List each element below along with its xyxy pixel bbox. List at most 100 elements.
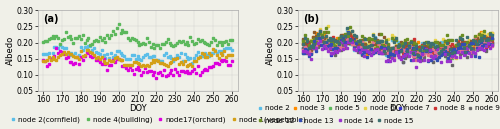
node 10 [316,33,322,34]
node 1(vegetable) [40,60,46,62]
node 9 [489,43,495,45]
node 9 [344,37,349,39]
node 7 [416,48,422,50]
node 4(building) [176,40,182,42]
node 5 [349,40,355,41]
Line: node 11: node 11 [302,36,493,61]
Text: (b): (b) [304,14,320,24]
node 6 [489,33,495,34]
node 2(cornfield) [54,47,60,48]
node 7 [434,48,440,49]
node 10 [444,48,450,49]
node 6 [416,50,422,52]
node 11 [300,49,306,51]
node 11 [314,45,320,47]
node 14 [348,40,354,42]
node 7 [400,61,406,62]
node17(orchard) [40,59,46,61]
node 15 [349,30,355,32]
node 10 [434,46,440,48]
node 1(vegetable) [138,66,144,67]
node 4(building) [40,41,46,43]
Line: node 12: node 12 [302,26,493,53]
node 3 [387,51,393,52]
node 2 [314,47,320,49]
node 6 [444,43,450,44]
node 2 [417,50,423,52]
node 8 [489,41,495,43]
node 2 [349,40,355,42]
node17(orchard) [56,52,62,54]
node 9 [349,40,355,41]
node17(orchard) [229,60,235,62]
node17(orchard) [89,56,95,58]
node 15 [300,43,306,45]
node17(orchard) [129,69,135,71]
node 12 [314,41,320,43]
node 10 [349,39,355,41]
node 14 [417,60,423,62]
node 3 [417,54,423,56]
node 9 [389,53,395,54]
node 2 [416,58,422,59]
node 11 [349,43,355,45]
node 3 [348,34,354,36]
Line: node 4(building): node 4(building) [42,23,233,49]
node 8 [436,42,442,44]
X-axis label: DOY: DOY [128,104,146,113]
node 8 [446,41,452,42]
node 4(building) [156,44,162,46]
node 6 [349,36,355,38]
node 5 [489,44,495,46]
node 11 [417,52,423,54]
node 11 [414,59,420,61]
Line: node 3: node 3 [302,31,493,56]
node 5 [444,57,450,59]
node 15 [314,38,320,39]
node 14 [489,44,495,46]
node 15 [416,54,422,56]
node 2(cornfield) [189,62,195,63]
node 15 [489,34,495,35]
Line: node 6: node 6 [302,25,493,59]
Y-axis label: Albedo: Albedo [266,36,275,65]
node 13 [349,40,355,42]
node 7 [314,37,320,39]
Line: node 10: node 10 [302,31,493,55]
node 6 [324,26,330,27]
node 7 [348,41,354,42]
node 13 [346,31,352,33]
node 2 [489,41,495,42]
node 3 [314,32,320,33]
node 9 [314,42,320,43]
node 13 [489,37,495,39]
node 8 [317,30,323,31]
node 10 [448,54,454,55]
node 15 [446,54,452,55]
node 13 [446,58,452,59]
node 8 [349,37,355,38]
Line: node 14: node 14 [302,40,493,68]
node 8 [314,44,320,46]
node17(orchard) [157,71,163,73]
node 15 [436,52,442,54]
node 14 [389,57,395,58]
node 2 [344,29,349,31]
node 14 [300,51,306,52]
node 13 [389,53,395,55]
node 8 [398,56,404,58]
node 12 [349,30,355,31]
node 12 [300,41,306,42]
node 13 [436,56,442,57]
Text: (a): (a) [44,14,59,24]
node 4(building) [157,47,163,49]
node 12 [489,38,495,39]
node 10 [416,52,422,53]
X-axis label: DOY: DOY [388,104,406,113]
node 2 [446,46,452,48]
node 12 [416,48,422,50]
node 12 [451,51,457,52]
Line: node 1(vegetable): node 1(vegetable) [42,48,233,67]
node17(orchard) [176,74,182,76]
node 11 [389,51,395,52]
